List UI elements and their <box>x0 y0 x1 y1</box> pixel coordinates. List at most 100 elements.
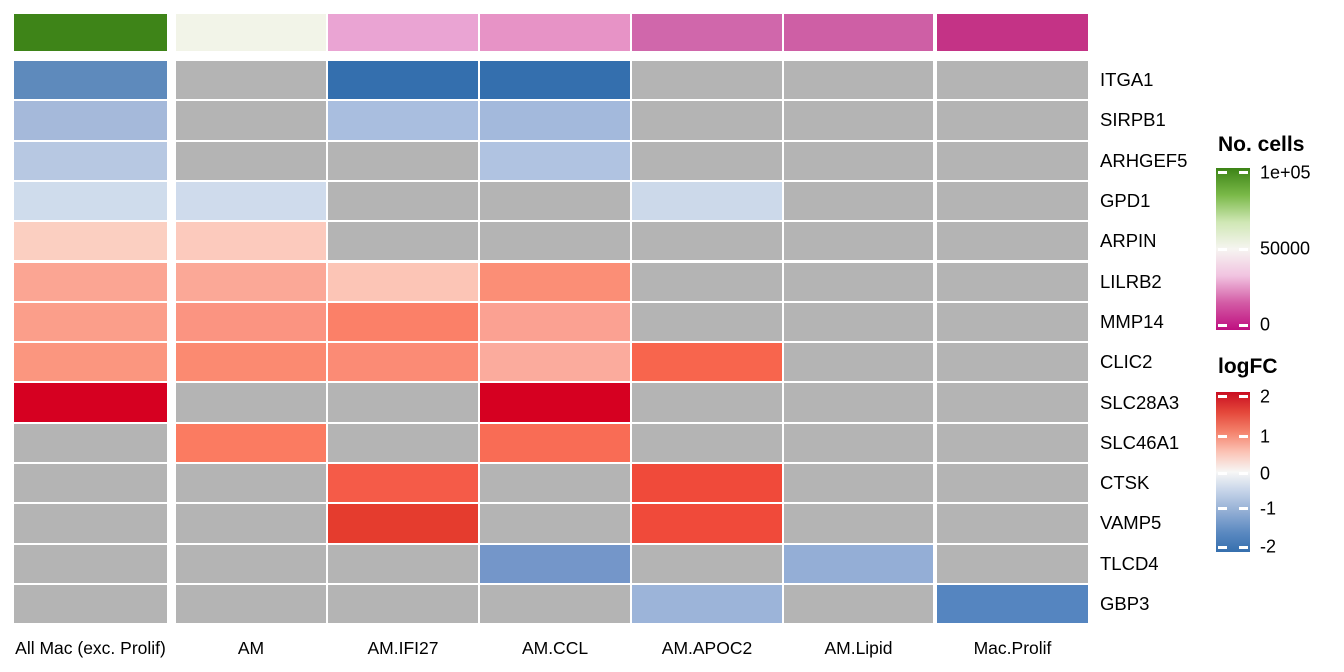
gene-label-arhgef5: ARHGEF5 <box>1100 149 1188 171</box>
heatmap-cell-arhgef5-am <box>176 141 326 180</box>
heatmap-cell-slc28a3-am <box>176 383 326 422</box>
celltype-label-am: AM <box>237 638 265 658</box>
heatmap-cell-ctsk-am-apoc2 <box>632 464 782 503</box>
legend-tick-dash <box>1239 323 1248 327</box>
legend-tick-dash <box>1218 247 1227 251</box>
celltype-label-am-apoc2: AM.APOC2 <box>661 638 753 658</box>
heatmap-cell-lilrb2-am-lipid <box>784 262 933 301</box>
heatmap-cell-lilrb2-am-ifi27 <box>328 262 478 301</box>
legend-tick-dash <box>1218 171 1227 175</box>
heatmap-cell-clic2-am-ccl <box>480 343 630 382</box>
heatmap-cell-ctsk-all-mac-exc-prolif <box>14 464 167 503</box>
heatmap-cell-clic2-am-apoc2 <box>632 343 782 382</box>
heatmap-cell-slc46a1-am-lipid <box>784 423 933 462</box>
heatmap-cell-vamp5-mac-prolif <box>937 504 1088 543</box>
heatmap-cell-ctsk-mac-prolif <box>937 464 1088 503</box>
heatmap-cell-gpd1-am-ifi27 <box>328 181 478 221</box>
heatmap-cell-itga1-all-mac-exc-prolif <box>14 61 167 100</box>
heatmap-cell-slc46a1-am-apoc2 <box>632 423 782 462</box>
annotation-cell-mac-prolif <box>937 14 1088 51</box>
heatmap-cell-sirpb1-am-ccl <box>480 101 630 140</box>
heatmap-cell-itga1-am-apoc2 <box>632 61 782 100</box>
legend-tick-dash <box>1218 395 1227 399</box>
legend-logfc-gradient-bar <box>1216 392 1250 552</box>
heatmap-cell-gbp3-am-ccl <box>480 584 630 624</box>
heatmap-cell-sirpb1-am <box>176 101 326 140</box>
heatmap-cell-itga1-am-ccl <box>480 61 630 100</box>
legend-tick-dash <box>1239 171 1248 175</box>
legend-tick-label-1: 1 <box>1260 426 1271 447</box>
legend-tick-label-0: 0 <box>1260 463 1271 484</box>
legend-tick-label-2: -2 <box>1260 536 1277 557</box>
heatmap-cell-lilrb2-am-apoc2 <box>632 262 782 301</box>
heatmap-cell-mmp14-mac-prolif <box>937 302 1088 342</box>
heatmap-cell-mmp14-am <box>176 302 326 342</box>
heatmap-cell-gpd1-am <box>176 181 326 221</box>
heatmap-cell-clic2-all-mac-exc-prolif <box>14 343 167 382</box>
heatmap-cell-slc28a3-all-mac-exc-prolif <box>14 383 167 422</box>
heatmap-cell-sirpb1-am-apoc2 <box>632 101 782 140</box>
heatmap-cell-gbp3-am-apoc2 <box>632 584 782 624</box>
heatmap-cell-gbp3-all-mac-exc-prolif <box>14 584 167 624</box>
heatmap-cell-slc46a1-am-ccl <box>480 423 630 462</box>
heatmap-cell-lilrb2-mac-prolif <box>937 262 1088 301</box>
gene-label-gbp3: GBP3 <box>1100 593 1150 615</box>
legend-tick-dash <box>1239 472 1248 476</box>
heatmap-cell-itga1-am <box>176 61 326 100</box>
heatmap-cell-itga1-am-ifi27 <box>328 61 478 100</box>
heatmap-cell-lilrb2-am <box>176 262 326 301</box>
heatmap-cell-sirpb1-am-ifi27 <box>328 101 478 140</box>
heatmap-cell-gpd1-mac-prolif <box>937 181 1088 221</box>
heatmap-cell-sirpb1-mac-prolif <box>937 101 1088 140</box>
legend-tick-dash <box>1239 507 1248 511</box>
heatmap-cell-vamp5-am-ifi27 <box>328 504 478 543</box>
heatmap-cell-sirpb1-all-mac-exc-prolif <box>14 101 167 140</box>
gene-label-arpin: ARPIN <box>1100 230 1157 252</box>
annotation-cell-am-apoc2 <box>632 14 782 51</box>
heatmap-cell-slc46a1-all-mac-exc-prolif <box>14 423 167 462</box>
heatmap-cell-clic2-am <box>176 343 326 382</box>
legend-tick-label-50000: 50000 <box>1260 238 1311 259</box>
heatmap-cell-vamp5-all-mac-exc-prolif <box>14 504 167 543</box>
heatmap-cell-tlcd4-am <box>176 544 326 583</box>
legend-tick-dash <box>1239 545 1248 549</box>
heatmap-cell-tlcd4-all-mac-exc-prolif <box>14 544 167 583</box>
heatmap-cell-clic2-am-ifi27 <box>328 343 478 382</box>
gene-label-slc46a1: SLC46A1 <box>1100 431 1180 453</box>
heatmap-cell-gpd1-am-ccl <box>480 181 630 221</box>
heatmap-cell-lilrb2-am-ccl <box>480 262 630 301</box>
heatmap-cell-ctsk-am-ifi27 <box>328 464 478 503</box>
gene-label-lilrb2: LILRB2 <box>1100 270 1162 292</box>
heatmap-cell-slc46a1-am-ifi27 <box>328 423 478 462</box>
gene-label-gpd1: GPD1 <box>1100 190 1151 212</box>
gene-label-ctsk: CTSK <box>1100 472 1150 494</box>
annotation-cell-all-mac-exc-prolif <box>14 14 167 51</box>
heatmap-cell-arhgef5-am-apoc2 <box>632 141 782 180</box>
gene-label-mmp14: MMP14 <box>1100 310 1164 332</box>
heatmap-cell-arpin-all-mac-exc-prolif <box>14 222 167 261</box>
heatmap-cell-vamp5-am-apoc2 <box>632 504 782 543</box>
legend-tick-dash <box>1239 247 1248 251</box>
heatmap-cell-arpin-am-apoc2 <box>632 222 782 261</box>
heatmap-cell-tlcd4-mac-prolif <box>937 544 1088 583</box>
heatmap-cell-vamp5-am-lipid <box>784 504 933 543</box>
legend-logfc: logFC 2 1 0 -1 -2 <box>1216 355 1344 570</box>
legend-tick-dash <box>1218 507 1227 511</box>
heatmap-cell-vamp5-am <box>176 504 326 543</box>
annotation-cell-am-ccl <box>480 14 630 51</box>
legend-logfc-title: logFC <box>1218 355 1278 378</box>
annotation-cell-am <box>176 14 326 51</box>
heatmap-cell-tlcd4-am-apoc2 <box>632 544 782 583</box>
heatmap-cell-arhgef5-am-ifi27 <box>328 141 478 180</box>
celltype-label-mac-prolif: Mac.Prolif <box>973 638 1052 658</box>
heatmap-cell-arhgef5-am-lipid <box>784 141 933 180</box>
celltype-label-all-mac-exc-prolif: All Mac (exc. Prolif) <box>15 638 166 658</box>
legend-tick-dash <box>1239 395 1248 399</box>
legend-no-cells: No. cells 1e+05 50000 0 <box>1216 133 1344 348</box>
heatmap-cell-arpin-am-ccl <box>480 222 630 261</box>
heatmap-cell-slc28a3-am-apoc2 <box>632 383 782 422</box>
legend-tick-dash <box>1218 435 1227 439</box>
heatmap-cell-arhgef5-mac-prolif <box>937 141 1088 180</box>
heatmap-cell-mmp14-all-mac-exc-prolif <box>14 302 167 342</box>
